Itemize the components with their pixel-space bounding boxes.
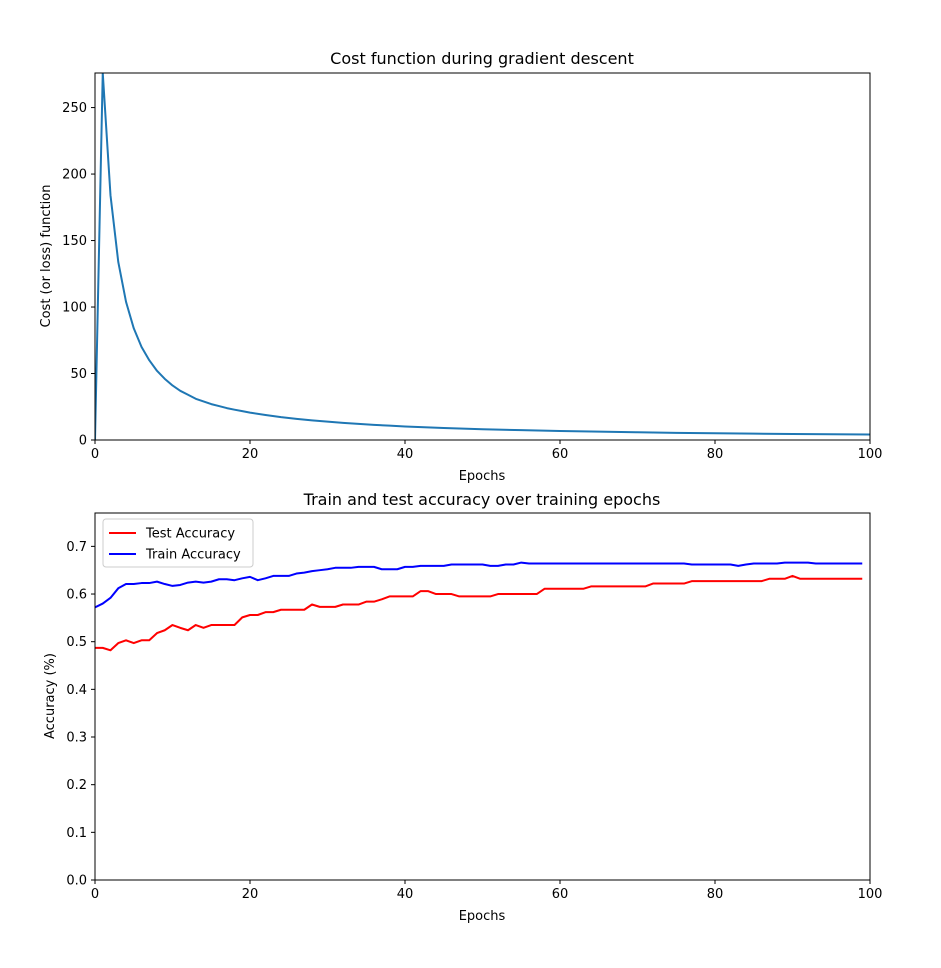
accuracy-chart-ylabel: Accuracy (%) <box>43 653 58 739</box>
accuracy-chart-legend: Test Accuracy Train Accuracy <box>103 519 253 567</box>
cost-chart-title: Cost function during gradient descent <box>330 49 634 68</box>
accuracy-chart-xtick-label: 60 <box>552 887 569 902</box>
accuracy-chart-xtick-label: 40 <box>397 887 414 902</box>
accuracy-chart-ytick-label: 0.7 <box>66 540 87 555</box>
cost-chart-ytick-label: 250 <box>62 101 87 116</box>
cost-chart-xtick-label: 60 <box>552 447 569 462</box>
accuracy-chart-ytick-label: 0.3 <box>66 731 87 746</box>
accuracy-chart-legend-train-accuracy-label: Train Accuracy <box>145 548 241 563</box>
cost-chart-xtick-label: 100 <box>858 447 883 462</box>
accuracy-chart-ytick-label: 0.0 <box>66 874 87 889</box>
accuracy-chart-xtick-label: 0 <box>91 887 99 902</box>
cost-chart-xtick-label: 40 <box>397 447 414 462</box>
cost-chart-xtick-label: 80 <box>707 447 724 462</box>
accuracy-chart-ytick-label: 0.2 <box>66 778 87 793</box>
accuracy-chart-xtick-label: 20 <box>242 887 259 902</box>
cost-chart-ytick-label: 200 <box>62 168 87 183</box>
cost-chart-xtick-label: 20 <box>242 447 259 462</box>
cost-chart-xtick-label: 0 <box>91 447 99 462</box>
accuracy-chart-xtick-label: 100 <box>858 887 883 902</box>
accuracy-chart-ytick-label: 0.1 <box>66 826 87 841</box>
accuracy-chart-ytick-label: 0.4 <box>66 683 87 698</box>
cost-chart-ylabel: Cost (or loss) function <box>39 185 54 328</box>
accuracy-chart-title: Train and test accuracy over training ep… <box>303 490 661 509</box>
cost-chart-ytick-label: 0 <box>79 434 87 449</box>
cost-chart-xlabel: Epochs <box>459 469 506 484</box>
accuracy-chart-legend-test-accuracy-label: Test Accuracy <box>145 527 235 542</box>
accuracy-chart-xlabel: Epochs <box>459 909 506 924</box>
cost-chart-ytick-label: 50 <box>70 367 87 382</box>
accuracy-chart-ytick-label: 0.5 <box>66 635 87 650</box>
accuracy-chart-ytick-label: 0.6 <box>66 588 87 603</box>
cost-chart-ytick-label: 100 <box>62 301 87 316</box>
cost-chart-ytick-label: 150 <box>62 234 87 249</box>
accuracy-chart-xtick-label: 80 <box>707 887 724 902</box>
